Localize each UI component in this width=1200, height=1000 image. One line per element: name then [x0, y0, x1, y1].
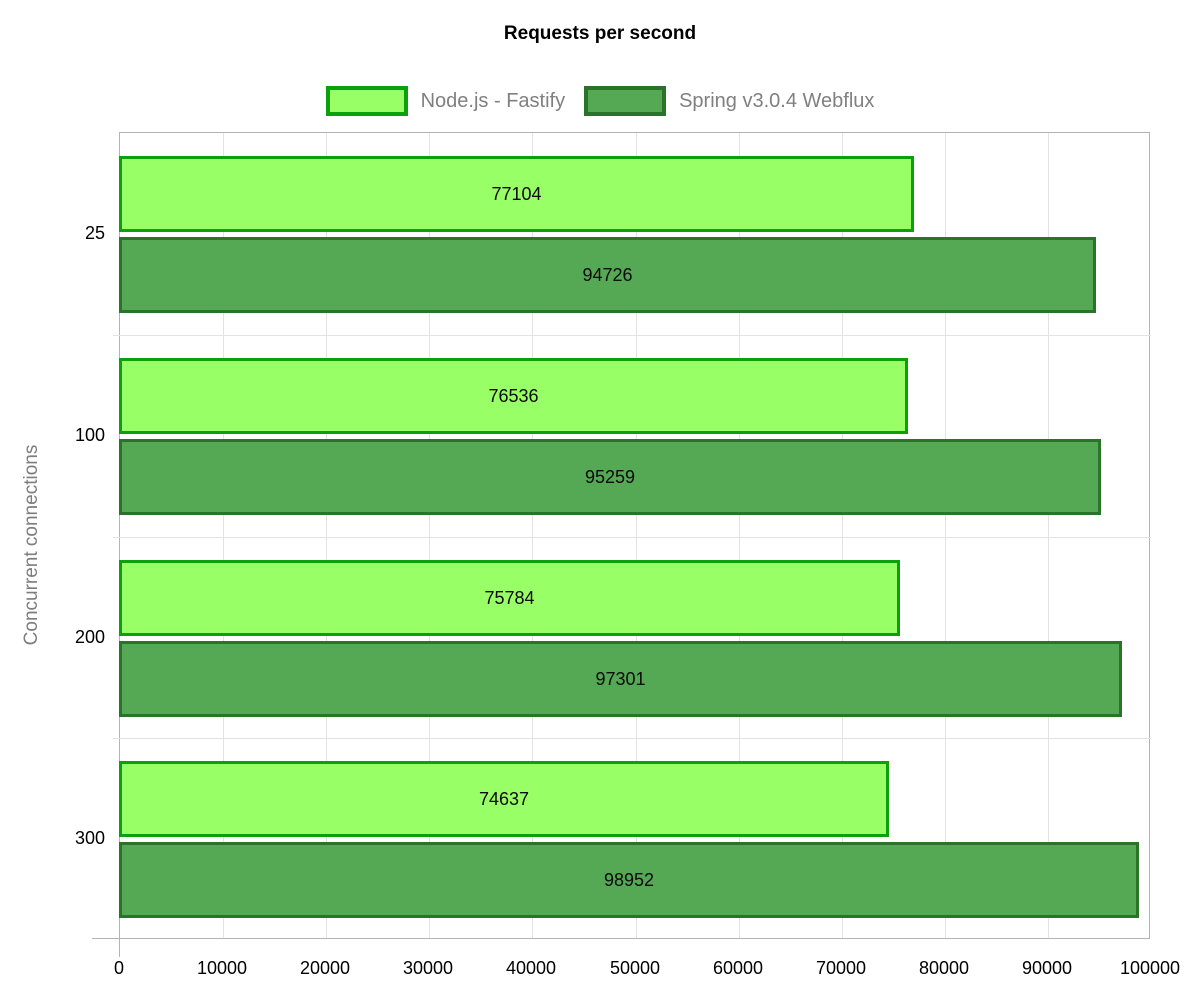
- x-axis-tick-extension: [92, 938, 119, 939]
- vertical-gridline: [945, 133, 946, 938]
- vertical-gridline: [1048, 133, 1049, 938]
- legend: Node.js - Fastify Spring v3.0.4 Webflux: [0, 86, 1200, 116]
- vertical-gridline: [223, 133, 224, 938]
- legend-swatch-spring-webflux: [584, 86, 667, 116]
- chart-title: Requests per second: [503, 23, 697, 44]
- horizontal-gridline: [113, 537, 1151, 538]
- bar-value-label: 74637: [478, 788, 530, 809]
- y-tick-label-25: 25: [84, 222, 105, 243]
- y-axis-tick-extension: [119, 939, 120, 957]
- plot-area: 77104 94726 76536 95259 75784 97301 74637 98952: [113, 132, 1151, 939]
- bar-spring-webflux-300: 98952: [119, 842, 1139, 918]
- bar-value-label: 97301: [595, 668, 646, 689]
- x-tick-label-80000: 80000: [918, 958, 970, 978]
- x-tick-label-100000: 100000: [1119, 958, 1181, 978]
- x-tick-label-90000: 90000: [1021, 958, 1073, 978]
- vertical-gridline: [326, 133, 327, 938]
- horizontal-gridline: [113, 738, 1151, 739]
- bar-value-label: 95259: [584, 466, 636, 487]
- y-tick-label-100: 100: [74, 424, 105, 445]
- legend-label-nodejs-fastify: Node.js - Fastify: [420, 90, 566, 112]
- vertical-gridline: [842, 133, 843, 938]
- x-tick-label-50000: 50000: [609, 958, 661, 978]
- vertical-gridline: [532, 133, 533, 938]
- bar-value-label: 75784: [484, 587, 535, 608]
- y-tick-label-300: 300: [74, 827, 105, 848]
- bar-nodejs-fastify-100: 76536: [119, 358, 908, 434]
- bar-spring-webflux-100: 95259: [119, 439, 1101, 515]
- x-tick-label-20000: 20000: [299, 958, 351, 978]
- bar-value-label: 94726: [582, 264, 633, 285]
- vertical-gridline: [739, 133, 740, 938]
- bar-value-label: 98952: [603, 869, 655, 890]
- bar-value-label: 76536: [488, 385, 539, 406]
- legend-swatch-nodejs-fastify: [325, 86, 408, 116]
- legend-label-spring-webflux: Spring v3.0.4 Webflux: [679, 90, 875, 112]
- bar-nodejs-fastify-25: 77104: [119, 156, 914, 232]
- x-tick-label-60000: 60000: [712, 958, 764, 978]
- x-tick-label-0: 0: [113, 958, 124, 978]
- x-tick-label-30000: 30000: [402, 958, 454, 978]
- vertical-gridline: [636, 133, 637, 938]
- vertical-gridline: [429, 133, 430, 938]
- x-tick-label-10000: 10000: [196, 958, 248, 978]
- bar-spring-webflux-25: 94726: [119, 237, 1096, 313]
- bar-spring-webflux-200: 97301: [119, 641, 1122, 717]
- x-tick-label-40000: 40000: [505, 958, 557, 978]
- x-tick-label-70000: 70000: [815, 958, 867, 978]
- y-tick-label-200: 200: [74, 626, 105, 647]
- bar-nodejs-fastify-200: 75784: [119, 560, 900, 636]
- bar-nodejs-fastify-300: 74637: [119, 761, 889, 837]
- legend-item-spring-webflux: Spring v3.0.4 Webflux: [584, 86, 874, 116]
- horizontal-gridline: [113, 335, 1151, 336]
- bar-value-label: 77104: [491, 183, 542, 204]
- legend-item-nodejs-fastify: Node.js - Fastify: [325, 86, 566, 116]
